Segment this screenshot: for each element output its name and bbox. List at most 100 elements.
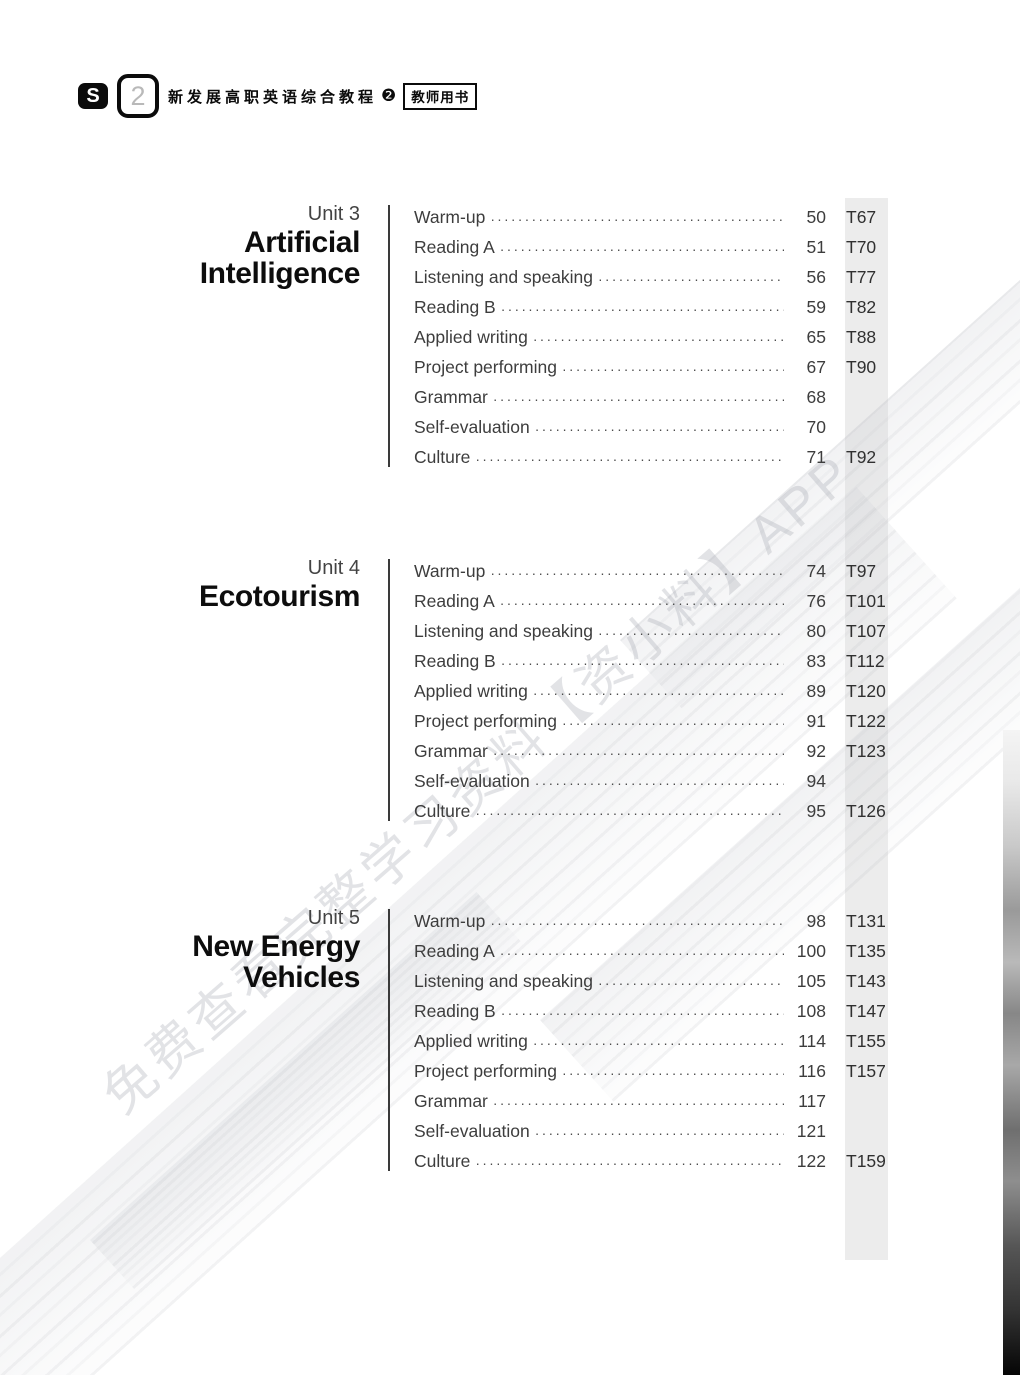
teacher-page-number: T88 <box>846 326 877 347</box>
student-page-number: 105 <box>796 970 826 991</box>
student-page-number: 67 <box>806 356 826 377</box>
section-name: Applied writing <box>414 680 528 701</box>
dot-leader: ········································… <box>598 624 784 641</box>
toc-entry: Applied writing ·························… <box>414 322 888 352</box>
teacher-page-number: T67 <box>846 206 877 227</box>
student-page-number: 89 <box>806 680 826 701</box>
student-page-number: 74 <box>806 560 826 581</box>
toc-entry: Listening and speaking ··················… <box>414 966 888 996</box>
section-name: Listening and speaking <box>414 620 594 641</box>
unit-title-line: Vehicles <box>243 961 360 994</box>
unit-title-line: New Energy <box>192 930 360 963</box>
teacher-page-number: T107 <box>846 620 886 641</box>
dot-leader: ········································… <box>561 714 784 731</box>
toc-entry: Self-evaluation ·························… <box>414 412 888 442</box>
toc-entry: Culture ·································… <box>414 1146 888 1176</box>
teacher-page-number: T159 <box>846 1150 886 1171</box>
edition-badge: 教师用书 <box>403 82 478 110</box>
toc-entry: Project performing ······················… <box>414 352 888 382</box>
toc-entry: Self-evaluation ·························… <box>414 766 888 796</box>
student-page-number: 50 <box>806 206 826 227</box>
student-page-number: 59 <box>806 296 826 317</box>
toc-entry: Culture ·································… <box>414 442 888 472</box>
teacher-page-number: T123 <box>846 740 886 761</box>
toc-entry: Reading B ·······························… <box>414 646 888 676</box>
book-header: S 2 新发展高职英语综合教程 ❷ 教师用书 <box>78 74 478 118</box>
teacher-page-number: T82 <box>846 296 877 317</box>
toc-entry: Project performing ······················… <box>414 706 888 736</box>
student-page-number: 56 <box>806 266 826 287</box>
dot-leader: ········································… <box>499 240 784 257</box>
series-line: 新发展高职英语综合教程 ❷ 教师用书 <box>168 82 478 110</box>
section-name: Reading A <box>414 940 495 961</box>
teacher-page-number: T155 <box>846 1030 886 1051</box>
teacher-page-number: T92 <box>846 446 877 467</box>
dot-leader: ········································… <box>598 974 784 991</box>
unit-5-heading: Unit 5 New Energy Vehicles <box>0 905 360 993</box>
section-name: Reading A <box>414 236 495 257</box>
dot-leader: ········································… <box>500 300 784 317</box>
unit-5-entries: Warm-up ·································… <box>414 906 888 1176</box>
section-name: Warm-up <box>414 910 486 931</box>
toc-entry: Grammar ·································… <box>414 736 888 766</box>
teacher-page-number: T97 <box>846 560 877 581</box>
toc-entry: Reading A ·······························… <box>414 232 888 262</box>
teacher-page-number: T77 <box>846 266 877 287</box>
dot-leader: ········································… <box>534 420 784 437</box>
unit-4-entries: Warm-up ·································… <box>414 556 888 826</box>
dot-leader: ········································… <box>532 684 784 701</box>
toc-entry: Applied writing ·························… <box>414 676 888 706</box>
student-page-number: 65 <box>806 326 826 347</box>
student-page-number: 108 <box>796 1000 826 1021</box>
dot-leader: ········································… <box>561 360 784 377</box>
toc-entry: Reading B ·······························… <box>414 996 888 1026</box>
dot-leader: ········································… <box>499 594 784 611</box>
unit-3-entries: Warm-up ·································… <box>414 202 888 472</box>
teacher-page-number: T157 <box>846 1060 886 1081</box>
dot-leader: ········································… <box>492 1094 784 1111</box>
teacher-page-number: T135 <box>846 940 886 961</box>
toc-entry: Listening and speaking ··················… <box>414 262 888 292</box>
dot-leader: ········································… <box>475 804 784 821</box>
section-name: Listening and speaking <box>414 970 594 991</box>
dot-leader: ········································… <box>534 774 784 791</box>
section-name: Culture <box>414 800 471 821</box>
section-name: Reading B <box>414 650 496 671</box>
section-name: Project performing <box>414 710 557 731</box>
unit-label: Unit 4 <box>307 557 360 579</box>
student-page-number: 122 <box>796 1150 826 1171</box>
section-name: Reading B <box>414 296 496 317</box>
teacher-page-number: T101 <box>846 590 886 611</box>
dot-leader: ········································… <box>490 210 784 227</box>
dot-leader: ········································… <box>475 450 784 467</box>
dot-leader: ········································… <box>499 944 784 961</box>
teacher-page-number: T131 <box>846 910 886 931</box>
student-page-number: 80 <box>806 620 826 641</box>
dot-leader: ········································… <box>534 1124 784 1141</box>
toc-entry: Applied writing ·························… <box>414 1026 888 1056</box>
publisher-logo-icon: S <box>78 83 108 109</box>
teacher-page-number: T143 <box>846 970 886 991</box>
section-name: Applied writing <box>414 326 528 347</box>
section-name: Grammar <box>414 740 488 761</box>
section-name: Project performing <box>414 1060 557 1081</box>
toc-entry: Listening and speaking ··················… <box>414 616 888 646</box>
toc-entry: Project performing ······················… <box>414 1056 888 1086</box>
toc-entry: Culture ·································… <box>414 796 888 826</box>
toc-entry: Warm-up ·································… <box>414 556 888 586</box>
section-name: Culture <box>414 446 471 467</box>
student-page-number: 117 <box>798 1090 826 1111</box>
unit-title-line: Intelligence <box>199 257 361 290</box>
dot-leader: ········································… <box>500 654 784 671</box>
student-page-number: 83 <box>806 650 826 671</box>
vertical-divider <box>388 559 390 821</box>
unit-4-heading: Unit 4 Ecotourism <box>0 555 360 612</box>
toc-entry: Reading A ·······························… <box>414 586 888 616</box>
dot-leader: ········································… <box>598 270 784 287</box>
toc-entry: Reading B ·······························… <box>414 292 888 322</box>
student-page-number: 100 <box>796 940 826 961</box>
section-name: Listening and speaking <box>414 266 594 287</box>
section-name: Grammar <box>414 386 488 407</box>
student-page-number: 76 <box>806 590 826 611</box>
